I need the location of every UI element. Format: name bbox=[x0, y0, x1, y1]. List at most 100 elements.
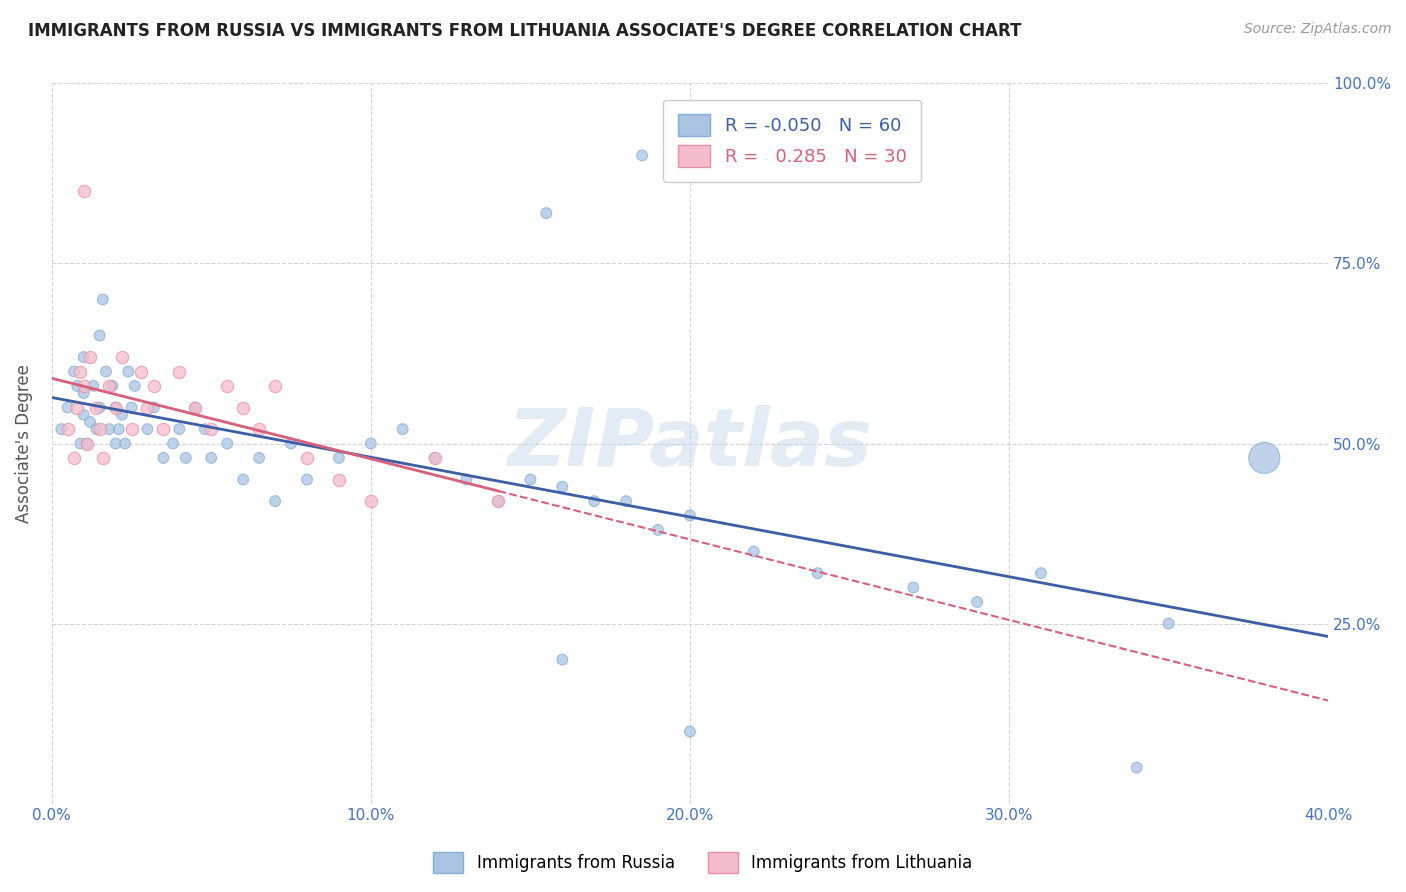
Point bbox=[169, 364, 191, 378]
Point bbox=[631, 148, 654, 162]
Point bbox=[647, 523, 669, 537]
Point bbox=[264, 379, 287, 393]
Point bbox=[73, 379, 96, 393]
Text: IMMIGRANTS FROM RUSSIA VS IMMIGRANTS FROM LITHUANIA ASSOCIATE'S DEGREE CORRELATI: IMMIGRANTS FROM RUSSIA VS IMMIGRANTS FRO… bbox=[28, 22, 1022, 40]
Point bbox=[519, 473, 541, 487]
Point bbox=[194, 422, 217, 436]
Point bbox=[806, 566, 828, 581]
Point bbox=[79, 415, 101, 429]
Point bbox=[328, 473, 350, 487]
Point bbox=[73, 350, 96, 364]
Point bbox=[1029, 566, 1052, 581]
Point bbox=[91, 293, 114, 307]
Point bbox=[121, 401, 143, 415]
Point bbox=[89, 422, 111, 436]
Point bbox=[124, 379, 146, 393]
Legend: Immigrants from Russia, Immigrants from Lithuania: Immigrants from Russia, Immigrants from … bbox=[426, 846, 980, 880]
Point bbox=[217, 436, 239, 450]
Point bbox=[104, 401, 127, 415]
Point bbox=[247, 450, 270, 465]
Text: ZIPatlas: ZIPatlas bbox=[508, 405, 873, 483]
Point bbox=[903, 581, 925, 595]
Point bbox=[232, 401, 254, 415]
Point bbox=[76, 436, 98, 450]
Point bbox=[76, 436, 98, 450]
Legend: R = -0.050   N = 60, R =   0.285   N = 30: R = -0.050 N = 60, R = 0.285 N = 30 bbox=[664, 100, 921, 182]
Point bbox=[89, 401, 111, 415]
Point bbox=[614, 494, 637, 508]
Point bbox=[91, 450, 114, 465]
Point bbox=[69, 364, 91, 378]
Point bbox=[200, 450, 222, 465]
Point bbox=[583, 494, 606, 508]
Point bbox=[136, 401, 159, 415]
Point bbox=[247, 422, 270, 436]
Point bbox=[142, 379, 165, 393]
Point bbox=[162, 436, 184, 450]
Point bbox=[86, 401, 108, 415]
Point bbox=[63, 364, 86, 378]
Point bbox=[82, 379, 104, 393]
Point bbox=[184, 401, 207, 415]
Point bbox=[742, 544, 765, 558]
Point bbox=[551, 652, 574, 666]
Point bbox=[488, 494, 510, 508]
Point bbox=[79, 350, 101, 364]
Point bbox=[111, 408, 134, 422]
Point bbox=[551, 480, 574, 494]
Text: Source: ZipAtlas.com: Source: ZipAtlas.com bbox=[1244, 22, 1392, 37]
Point bbox=[56, 401, 79, 415]
Point bbox=[73, 386, 96, 401]
Y-axis label: Associate's Degree: Associate's Degree bbox=[15, 364, 32, 523]
Point bbox=[152, 450, 174, 465]
Point bbox=[101, 379, 124, 393]
Point bbox=[679, 724, 702, 739]
Point bbox=[423, 450, 446, 465]
Point bbox=[121, 422, 143, 436]
Point bbox=[104, 401, 127, 415]
Point bbox=[66, 401, 89, 415]
Point bbox=[104, 436, 127, 450]
Point bbox=[184, 401, 207, 415]
Point bbox=[423, 450, 446, 465]
Point bbox=[328, 450, 350, 465]
Point bbox=[488, 494, 510, 508]
Point bbox=[51, 422, 73, 436]
Point bbox=[391, 422, 413, 436]
Point bbox=[107, 422, 129, 436]
Point bbox=[66, 379, 89, 393]
Point bbox=[1125, 761, 1147, 775]
Point bbox=[536, 206, 558, 220]
Point bbox=[117, 364, 139, 378]
Point bbox=[69, 436, 91, 450]
Point bbox=[169, 422, 191, 436]
Point bbox=[200, 422, 222, 436]
Point bbox=[295, 473, 318, 487]
Point bbox=[98, 379, 121, 393]
Point bbox=[360, 494, 382, 508]
Point bbox=[142, 401, 165, 415]
Point bbox=[129, 364, 152, 378]
Point bbox=[73, 185, 96, 199]
Point bbox=[264, 494, 287, 508]
Point bbox=[456, 473, 478, 487]
Point bbox=[217, 379, 239, 393]
Point bbox=[280, 436, 302, 450]
Point bbox=[152, 422, 174, 436]
Point bbox=[1157, 616, 1180, 631]
Point bbox=[56, 422, 79, 436]
Point bbox=[966, 595, 988, 609]
Point bbox=[679, 508, 702, 523]
Point bbox=[63, 450, 86, 465]
Point bbox=[98, 422, 121, 436]
Point bbox=[232, 473, 254, 487]
Point bbox=[1253, 450, 1275, 465]
Point bbox=[360, 436, 382, 450]
Point bbox=[86, 422, 108, 436]
Point bbox=[174, 450, 197, 465]
Point bbox=[73, 408, 96, 422]
Point bbox=[114, 436, 136, 450]
Point bbox=[295, 450, 318, 465]
Point bbox=[94, 364, 117, 378]
Point bbox=[136, 422, 159, 436]
